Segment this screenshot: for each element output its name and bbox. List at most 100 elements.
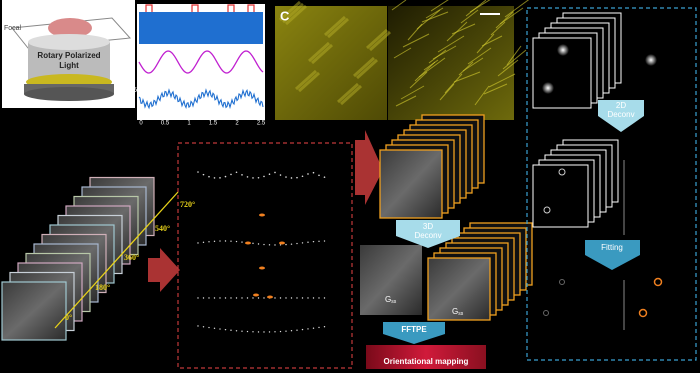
- step-label: Orientational mapping: [384, 357, 469, 366]
- profiles: [197, 171, 326, 333]
- dot: [307, 297, 309, 299]
- dot: [219, 297, 221, 299]
- peak: [253, 293, 259, 297]
- dot: [208, 326, 210, 329]
- fiber: [460, 9, 479, 24]
- peak: [259, 266, 265, 270]
- dot: [252, 177, 254, 179]
- gss-main: G: [385, 295, 391, 304]
- arrow: [355, 130, 383, 205]
- dot: [290, 330, 293, 332]
- fit-ring: [638, 308, 648, 318]
- dot: [263, 243, 265, 246]
- gss-sub: ss: [458, 311, 464, 317]
- dot: [268, 244, 271, 246]
- spot: [542, 82, 554, 94]
- fiber: [469, 0, 491, 13]
- dot: [274, 297, 276, 299]
- fiber: [488, 73, 516, 88]
- ring: [543, 310, 549, 316]
- arrow: [598, 100, 644, 132]
- arrow: [383, 322, 445, 344]
- image: [360, 245, 422, 315]
- dot: [312, 240, 315, 243]
- fiber: [278, 0, 302, 22]
- image-frame: [379, 149, 443, 219]
- fiber: [497, 59, 519, 77]
- dot: [241, 330, 243, 332]
- fiber: [336, 82, 360, 104]
- dot: [241, 241, 243, 243]
- angle-label: 720°: [180, 200, 195, 209]
- fiber: [400, 85, 425, 100]
- pulse: [145, 4, 153, 12]
- dot: [213, 297, 216, 299]
- fiber: [467, 47, 492, 65]
- fiber: [462, 57, 484, 72]
- fiber: [294, 69, 318, 91]
- pulse: [247, 4, 255, 12]
- fiber: [495, 11, 514, 29]
- gss-main: G: [452, 307, 458, 316]
- dot: [197, 297, 199, 299]
- dot: [296, 242, 298, 245]
- dot: [197, 325, 199, 327]
- fiber: [395, 95, 417, 107]
- pulse: [227, 4, 235, 12]
- dot: [263, 175, 265, 178]
- x-tick-label: 1.5: [209, 121, 218, 127]
- fiber: [402, 33, 430, 48]
- step-label: Deconv: [607, 110, 634, 119]
- dot: [224, 297, 227, 299]
- dot: [230, 240, 232, 242]
- peak: [267, 295, 273, 299]
- sample: [48, 18, 92, 38]
- dot: [235, 297, 238, 299]
- arrow: [148, 248, 180, 292]
- dot: [285, 243, 287, 246]
- dot: [263, 297, 265, 299]
- fiber: [504, 0, 530, 18]
- dot: [296, 297, 298, 299]
- ring: [559, 279, 565, 285]
- fiber: [474, 85, 490, 106]
- gss-sub: ss: [391, 299, 397, 305]
- fiber: [483, 83, 508, 95]
- dot: [312, 171, 315, 174]
- dot: [285, 176, 287, 178]
- angle-labels: 0° 180° 360° 540° 720°: [65, 200, 195, 322]
- noisy-trace: [138, 88, 264, 110]
- dot: [268, 173, 271, 175]
- image-frame: [532, 164, 589, 228]
- dot: [307, 173, 309, 175]
- fiber: [414, 61, 436, 82]
- angle-axis: [54, 191, 179, 329]
- light-label: Rotary Polarized: [37, 51, 100, 60]
- dot: [246, 176, 249, 178]
- fiber: [310, 43, 334, 65]
- fiber: [430, 0, 449, 12]
- x-tick-label: 2: [235, 121, 239, 127]
- dot: [296, 329, 298, 331]
- dot: [252, 242, 254, 245]
- panel-label: C: [280, 8, 290, 23]
- fiber: [444, 73, 463, 94]
- x-tick-label: 0: [139, 121, 143, 127]
- dot: [257, 331, 260, 333]
- x-tick-label: 1: [187, 121, 191, 127]
- image-stack: [379, 114, 485, 219]
- angle-label: 360°: [124, 253, 139, 262]
- dot: [307, 328, 309, 330]
- dot: [285, 330, 287, 332]
- dot: [285, 297, 287, 299]
- fiber: [368, 30, 392, 52]
- dot: [224, 328, 227, 331]
- dot: [323, 297, 326, 299]
- image-stack: [1, 176, 155, 341]
- fiber: [476, 33, 495, 54]
- dot: [235, 330, 238, 332]
- dot: [274, 171, 276, 174]
- step-label: Deconv: [414, 231, 441, 240]
- fiber: [453, 71, 481, 83]
- dot: [202, 173, 205, 176]
